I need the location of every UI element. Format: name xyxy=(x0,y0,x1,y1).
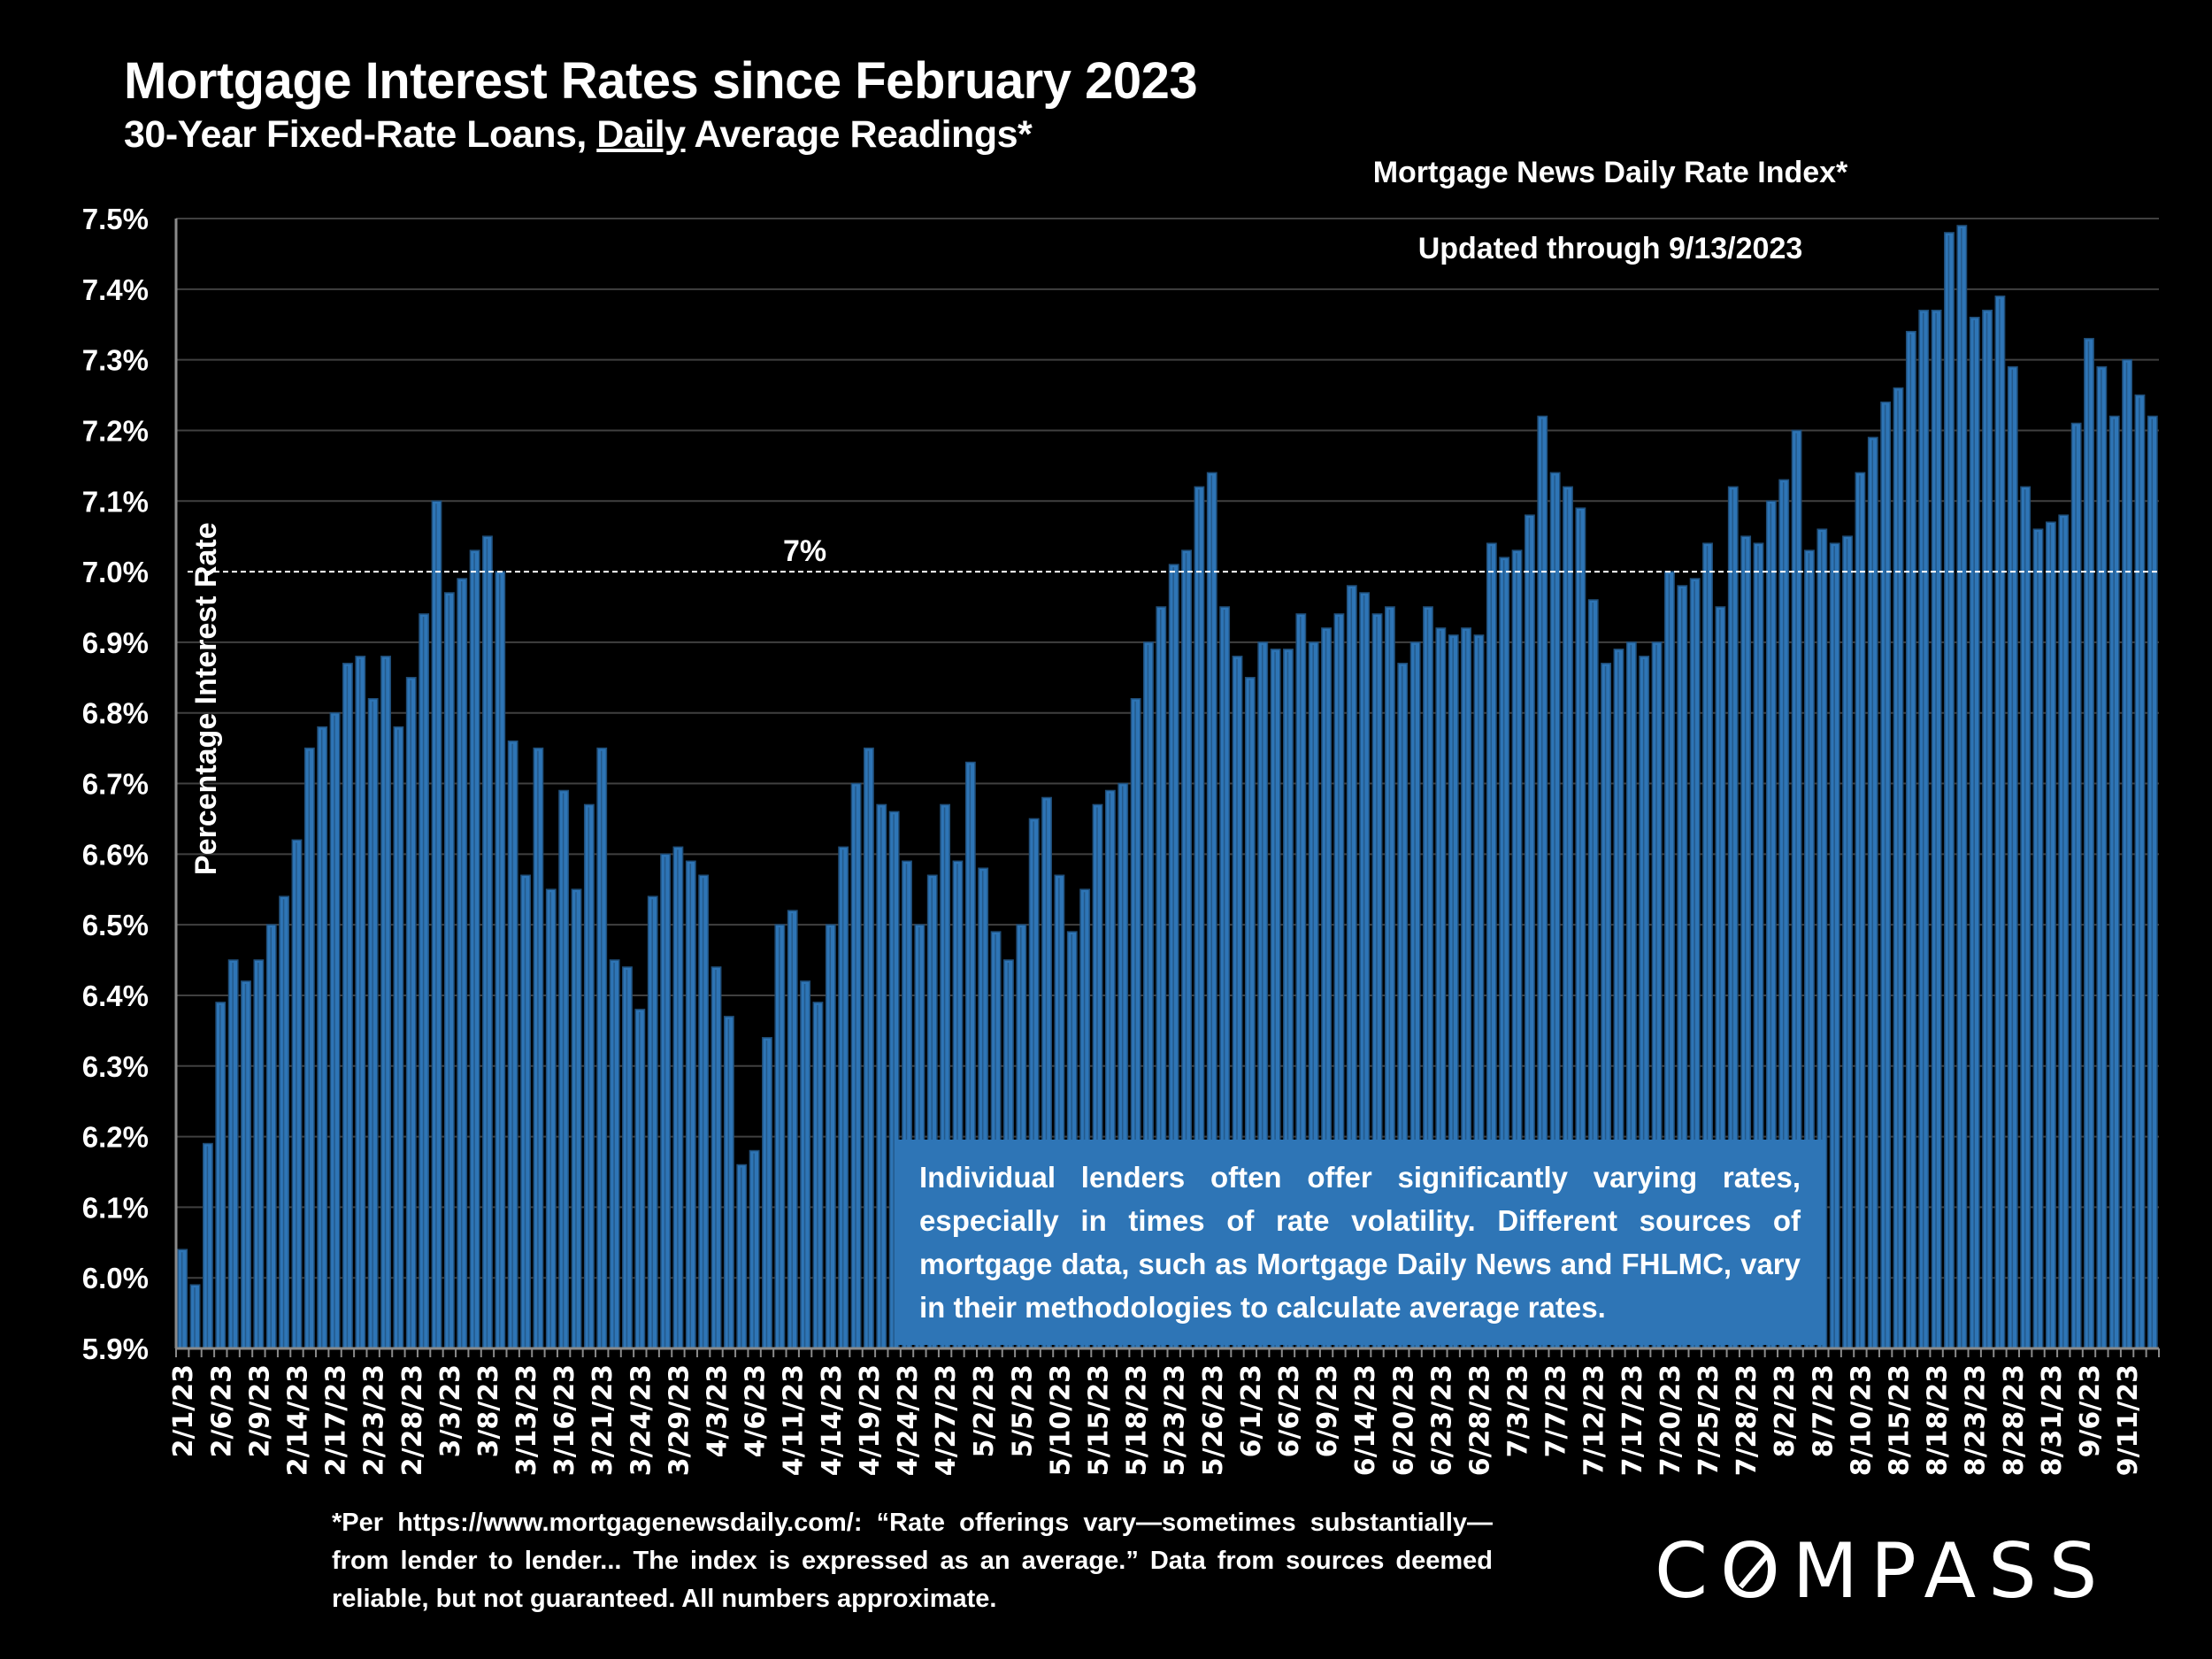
y-tick-label: 7.1% xyxy=(82,485,149,518)
x-tick-label: 9/11/23 xyxy=(2113,1364,2144,1476)
y-tick-label: 7.2% xyxy=(82,414,149,447)
x-tick-label: 4/27/23 xyxy=(931,1364,962,1476)
x-tick-label: 6/23/23 xyxy=(1426,1364,1457,1476)
reference-line-label: 7% xyxy=(783,534,826,568)
footer-source-note: *Per https://www.mortgagenewsdaily.com/:… xyxy=(332,1509,1493,1613)
x-tick-label: 2/23/23 xyxy=(359,1364,390,1476)
bars xyxy=(177,225,2158,1349)
x-tick-label: 3/13/23 xyxy=(511,1364,542,1476)
x-tick-label: 9/6/23 xyxy=(2075,1364,2106,1457)
axes xyxy=(174,219,2160,1357)
x-tick-label: 8/10/23 xyxy=(1846,1364,1877,1476)
x-tick-label: 7/20/23 xyxy=(1655,1364,1686,1476)
x-tick-label: 7/28/23 xyxy=(1732,1364,1763,1476)
x-tick-label: 3/29/23 xyxy=(664,1364,695,1476)
brand-name: COMPASS xyxy=(1655,1527,2110,1616)
x-tick-label: 6/9/23 xyxy=(1312,1364,1343,1457)
x-tick-label: 7/17/23 xyxy=(1617,1364,1648,1476)
x-tick-label: 5/23/23 xyxy=(1160,1364,1191,1476)
chart-subtitle: 30-Year Fixed-Rate Loans, Daily Average … xyxy=(124,113,1033,157)
y-tick-label: 6.3% xyxy=(82,1050,149,1083)
y-tick-label: 6.8% xyxy=(82,697,149,730)
updated-through: Updated through 9/13/2023 xyxy=(1417,232,1803,265)
x-tick-label: 7/25/23 xyxy=(1694,1364,1724,1476)
y-tick-label: 6.1% xyxy=(82,1191,149,1224)
x-tick-label: 7/12/23 xyxy=(1579,1364,1610,1476)
y-tick-label: 6.6% xyxy=(82,838,149,871)
x-tick-label: 4/3/23 xyxy=(703,1364,733,1457)
x-tick-label: 5/26/23 xyxy=(1198,1364,1229,1476)
x-tick-label: 8/2/23 xyxy=(1770,1364,1801,1457)
compass-logo: COMPASS xyxy=(1655,1527,2109,1616)
x-tick-label: 8/31/23 xyxy=(2037,1364,2068,1476)
subtitle-underlined: Daily xyxy=(596,113,686,156)
x-tick-label: 5/2/23 xyxy=(969,1364,1000,1457)
y-tick-label: 6.7% xyxy=(82,768,149,801)
x-tick-label: 5/18/23 xyxy=(1122,1364,1153,1476)
y-axis-label: Percentage Interest Rate xyxy=(189,522,223,875)
x-tick-label: 2/1/23 xyxy=(168,1364,199,1457)
y-tick-label: 7.3% xyxy=(82,344,149,377)
x-tick-label: 4/6/23 xyxy=(741,1364,772,1457)
x-tick-label: 8/28/23 xyxy=(1999,1364,2030,1476)
x-tick-label: 5/10/23 xyxy=(1045,1364,1076,1476)
y-tick-labels: 5.9% 6.0% 6.1% 6.2% 6.3% 6.4% 6.5% 6.6% 6.7% 6.8%… xyxy=(82,203,149,1365)
x-tick-label: 3/3/23 xyxy=(435,1364,466,1457)
y-tick-label: 5.9% xyxy=(82,1333,149,1365)
x-tick-label: 3/16/23 xyxy=(549,1364,580,1476)
x-tick-label: 7/3/23 xyxy=(1503,1364,1534,1457)
y-tick-label: 7.5% xyxy=(82,203,149,235)
x-tick-label: 2/17/23 xyxy=(321,1364,352,1476)
x-tick-label: 5/5/23 xyxy=(1007,1364,1038,1457)
x-tick-label: 2/14/23 xyxy=(282,1364,313,1476)
subtitle-suffix: Average Readings* xyxy=(685,113,1033,156)
y-tick-label: 6.0% xyxy=(82,1262,149,1294)
x-tick-label: 4/11/23 xyxy=(779,1364,810,1476)
x-tick-label: 2/6/23 xyxy=(206,1364,237,1457)
disclaimer-note-box: Individual lenders often offer significa… xyxy=(895,1140,1825,1345)
x-tick-label: 3/8/23 xyxy=(473,1364,504,1457)
x-tick-label: 3/21/23 xyxy=(588,1364,618,1476)
x-tick-label: 8/18/23 xyxy=(1923,1364,1954,1476)
index-title: Mortgage News Daily Rate Index* xyxy=(1372,156,1848,189)
x-tick-label: 5/15/23 xyxy=(1083,1364,1114,1476)
x-tick-label: 2/9/23 xyxy=(244,1364,275,1457)
y-tick-label: 7.4% xyxy=(82,273,149,306)
x-tick-label: 8/23/23 xyxy=(1961,1364,1992,1476)
x-tick-label: 6/1/23 xyxy=(1236,1364,1267,1457)
y-tick-label: 6.2% xyxy=(82,1121,149,1154)
y-tick-label: 7.0% xyxy=(82,556,149,588)
y-tick-label: 6.4% xyxy=(82,979,149,1012)
x-tick-label: 8/15/23 xyxy=(1885,1364,1916,1476)
chart-title: Mortgage Interest Rates since February 2… xyxy=(124,52,1198,110)
subtitle-prefix: 30-Year Fixed-Rate Loans, xyxy=(124,113,597,156)
x-tick-label: 4/19/23 xyxy=(855,1364,886,1476)
x-tick-label: 4/24/23 xyxy=(893,1364,924,1476)
logo-slashed-o: O xyxy=(1720,1527,1793,1616)
x-tick-label: 6/20/23 xyxy=(1388,1364,1419,1476)
x-tick-label: 6/28/23 xyxy=(1464,1364,1495,1476)
x-tick-labels: 2/1/23 2/6/23 2/9/23 2/14/23 2/17/23 2/23/23 2… xyxy=(168,1364,2144,1476)
x-tick-label: 7/7/23 xyxy=(1541,1364,1572,1457)
x-tick-label: 4/14/23 xyxy=(817,1364,848,1476)
y-tick-label: 6.9% xyxy=(82,626,149,659)
x-tick-label: 6/14/23 xyxy=(1350,1364,1381,1476)
x-tick-label: 6/6/23 xyxy=(1274,1364,1305,1457)
x-tick-label: 3/24/23 xyxy=(626,1364,657,1476)
y-tick-label: 6.5% xyxy=(82,909,149,941)
x-tick-label: 8/7/23 xyxy=(1808,1364,1839,1457)
x-tick-label: 2/28/23 xyxy=(397,1364,428,1476)
